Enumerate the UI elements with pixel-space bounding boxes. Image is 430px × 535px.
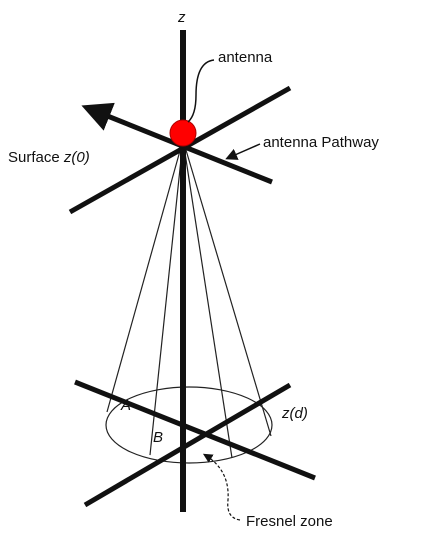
label: z xyxy=(177,9,186,26)
label: Surface xyxy=(8,149,60,166)
label: B xyxy=(153,429,163,446)
cone xyxy=(105,139,273,464)
label: antenna xyxy=(218,49,273,66)
leader xyxy=(225,143,261,160)
label: z(0) xyxy=(63,149,90,166)
label: A xyxy=(120,397,131,414)
label: Fresnel zone xyxy=(246,513,333,530)
depth-line xyxy=(74,379,316,481)
label: z(d) xyxy=(281,405,308,422)
leader xyxy=(202,453,241,521)
label: Surface z(0) xyxy=(8,149,90,166)
leader xyxy=(187,59,215,123)
surface-line xyxy=(81,102,273,185)
antenna xyxy=(169,119,197,147)
pathway-line xyxy=(68,85,292,215)
depth-line xyxy=(83,382,292,508)
label: antenna Pathway xyxy=(263,134,379,151)
